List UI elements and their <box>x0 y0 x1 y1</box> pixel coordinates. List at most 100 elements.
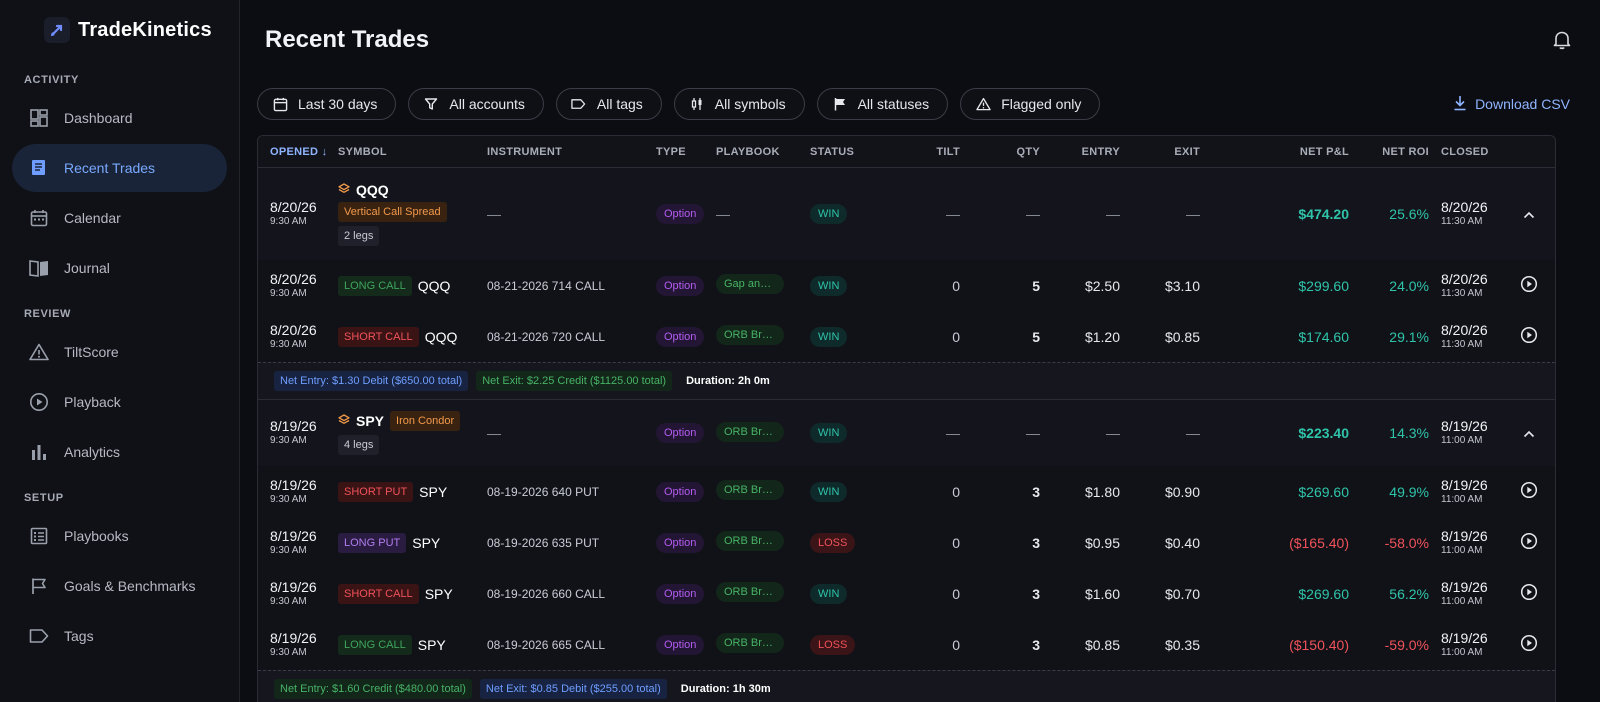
status-cell: WIN <box>810 204 910 224</box>
tilt: 0 <box>952 277 960 294</box>
opened-cell: 8/20/26 9:30 AM <box>258 322 338 352</box>
sidebar-item-recent-trades[interactable]: Recent Trades <box>12 144 227 192</box>
playback-button[interactable] <box>1509 481 1549 502</box>
tilt: 0 <box>952 328 960 345</box>
table-row[interactable]: 8/19/26 9:30 AM LONG CALL SPY 08-19-2026 … <box>258 619 1555 670</box>
brand[interactable]: TradeKinetics <box>0 0 239 60</box>
entry: $1.20 <box>1084 328 1120 345</box>
statuses-filter[interactable]: All statuses <box>816 88 949 120</box>
net-entry-badge: Net Entry: $1.30 Debit ($650.00 total) <box>274 371 469 391</box>
opened-date: 8/19/26 <box>270 476 317 493</box>
closed-time: 11:00 AM <box>1441 435 1483 446</box>
opened-cell: 8/19/26 9:30 AM <box>258 477 338 507</box>
sidebar-item-dashboard[interactable]: Dashboard <box>12 94 227 142</box>
exit: $3.10 <box>1164 277 1200 294</box>
legs-badge: 4 legs <box>338 435 380 455</box>
table-row[interactable]: 8/20/26 9:30 AM SHORT CALL QQQ 08-21-2026… <box>258 311 1555 362</box>
sidebar-item-label: Recent Trades <box>64 160 156 176</box>
qty: 5 <box>1032 277 1040 294</box>
sidebar-item-tags[interactable]: Tags <box>12 612 227 660</box>
col-qty[interactable]: QTY <box>1016 145 1040 158</box>
col-instrument[interactable]: INSTRUMENT <box>487 145 563 158</box>
instrument: 08-19-2026 660 CALL <box>487 586 606 601</box>
date-range-filter[interactable]: Last 30 days <box>257 88 397 120</box>
download-csv-button[interactable]: Download CSV <box>1453 95 1570 114</box>
bar-chart-icon <box>28 441 50 463</box>
sidebar-item-label: Analytics <box>64 444 121 460</box>
symbol: QQQ <box>356 182 389 198</box>
closed-cell: 8/20/26 11:30 AM <box>1429 199 1509 229</box>
flagged-filter[interactable]: Flagged only <box>960 88 1101 120</box>
sidebar-item-playbooks[interactable]: Playbooks <box>12 512 227 560</box>
type-cell: Option <box>656 481 716 502</box>
table-row[interactable]: 8/19/26 9:30 AM SHORT PUT SPY 08-19-2026 … <box>258 466 1555 517</box>
sidebar-item-journal[interactable]: Journal <box>12 244 227 292</box>
col-closed[interactable]: CLOSED <box>1441 145 1489 158</box>
col-exit[interactable]: EXIT <box>1174 145 1200 158</box>
table-row[interactable]: 8/19/26 9:30 AM LONG PUT SPY 08-19-2026 6… <box>258 517 1555 568</box>
collapse-button[interactable] <box>1509 206 1549 222</box>
tilt: — <box>946 206 960 222</box>
col-net-roi[interactable]: NET ROI <box>1382 145 1429 158</box>
symbols-filter[interactable]: All symbols <box>673 88 805 120</box>
col-type[interactable]: TYPE <box>656 145 686 158</box>
table-row[interactable]: 8/20/26 9:30 AM LONG CALL QQQ 08-21-2026 … <box>258 260 1555 311</box>
journal-icon <box>28 257 50 279</box>
strategy-badge: Iron Condor <box>390 411 461 431</box>
symbol-line: SPY Iron Condor <box>338 411 487 431</box>
playback-button[interactable] <box>1509 326 1549 347</box>
opened-time: 9:30 AM <box>270 544 307 556</box>
playback-button[interactable] <box>1509 634 1549 655</box>
duration: Duration: 1h 30m <box>680 683 771 695</box>
closed-time: 11:30 AM <box>1441 287 1483 299</box>
accounts-filter[interactable]: All accounts <box>408 88 544 120</box>
playback-button[interactable] <box>1509 583 1549 604</box>
exit: $0.40 <box>1164 534 1200 551</box>
closed-cell: 8/19/26 11:00 AM <box>1429 528 1509 558</box>
collapse-button[interactable] <box>1509 425 1549 441</box>
opened-cell: 8/19/26 9:30 AM <box>258 630 338 660</box>
opened-time: 9:30 AM <box>270 595 307 607</box>
table-row-group[interactable]: 8/20/26 9:30 AM QQQ Vertical Call Spread… <box>258 168 1555 260</box>
bell-icon[interactable] <box>1550 28 1574 52</box>
playback-button[interactable] <box>1509 532 1549 553</box>
sidebar-item-tiltscore[interactable]: TiltScore <box>12 328 227 376</box>
strategy-badge: Vertical Call Spread <box>338 202 447 222</box>
symbol-cell: SPY Iron Condor 4 legs <box>338 411 487 455</box>
status-cell: LOSS <box>810 634 910 655</box>
type-cell: Option <box>656 204 716 224</box>
status-cell: WIN <box>810 481 910 502</box>
sidebar-item-goals[interactable]: Goals & Benchmarks <box>12 562 227 610</box>
sidebar-item-label: Playback <box>64 394 121 410</box>
col-status[interactable]: STATUS <box>810 145 855 158</box>
sidebar-item-analytics[interactable]: Analytics <box>12 428 227 476</box>
tags-filter[interactable]: All tags <box>555 88 662 120</box>
sidebar-item-calendar[interactable]: Calendar <box>12 194 227 242</box>
entry: $0.95 <box>1084 534 1120 551</box>
playback-button[interactable] <box>1509 275 1549 296</box>
col-entry[interactable]: ENTRY <box>1081 145 1120 158</box>
tilt: 0 <box>952 483 960 500</box>
playbook-pill: ORB Breakout <box>716 325 784 345</box>
table-row[interactable]: 8/19/26 9:30 AM SHORT CALL SPY 08-19-2026… <box>258 568 1555 619</box>
type-cell: Option <box>656 423 716 443</box>
type-cell: Option <box>656 532 716 553</box>
instrument: 08-21-2026 714 CALL <box>487 278 606 293</box>
sidebar-item-playback[interactable]: Playback <box>12 378 227 426</box>
sidebar-item-label: Goals & Benchmarks <box>64 578 196 594</box>
closed-date: 8/19/26 <box>1441 418 1488 434</box>
col-net-pnl[interactable]: NET P&L <box>1299 145 1349 158</box>
table-row-group[interactable]: 8/19/26 9:30 AM SPY Iron Condor 4 legs —… <box>258 400 1555 466</box>
col-tilt[interactable]: TILT <box>936 145 960 158</box>
col-symbol[interactable]: SYMBOL <box>338 145 387 158</box>
col-opened[interactable]: OPENED ↓ <box>270 145 328 158</box>
opened-time: 9:30 AM <box>270 493 307 505</box>
opened-time: 9:30 AM <box>270 435 307 446</box>
type-pill: Option <box>656 204 705 224</box>
chevron-up-icon <box>1523 425 1535 441</box>
instrument: 08-19-2026 665 CALL <box>487 637 606 652</box>
type-pill: Option <box>656 326 705 347</box>
rocket-logo-icon <box>44 17 70 43</box>
net-roi: 56.2% <box>1389 585 1429 602</box>
col-playbook[interactable]: PLAYBOOK <box>716 145 780 158</box>
